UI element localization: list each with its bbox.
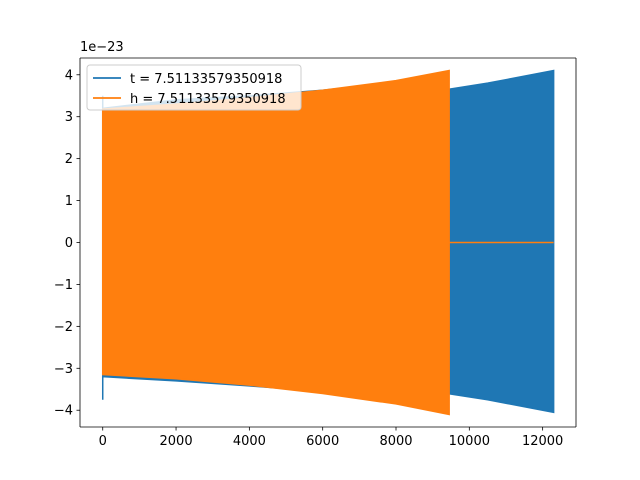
legend-label-1: t = 7.51133579350918 [130,72,282,87]
y-offset-text: 1e−23 [80,40,124,55]
y-tick-label: −4 [54,404,73,419]
x-tick-label: 8000 [379,434,412,449]
legend-box [86,64,302,111]
legend-label-2: h = 7.51133579350918 [130,92,286,107]
axes: 0 2000 4000 6000 8000 10000 12000 −4 −3 −2 −1 0 1 2 3 4 [54,57,577,449]
y-tick-label: −3 [54,362,73,377]
plot-area [80,58,576,427]
x-tick-label: 12000 [522,434,563,449]
legend: t = 7.51133579350918 h = 7.51133579350918 [86,64,302,111]
y-tick-label: 4 [65,68,73,83]
y-tick-label: −1 [54,278,73,293]
y-tick-label: −2 [54,320,73,335]
x-tick-label: 0 [99,434,107,449]
x-tick-label: 6000 [306,434,339,449]
series-2-band [101,69,450,416]
y-tick-label: 2 [65,152,73,167]
y-tick-label: 1 [65,194,73,209]
x-tick-label: 4000 [233,434,266,449]
x-tick-label: 10000 [449,434,490,449]
y-tick-label: 3 [65,110,73,125]
x-tick-label: 2000 [160,434,193,449]
y-tick-label: 0 [65,236,73,251]
